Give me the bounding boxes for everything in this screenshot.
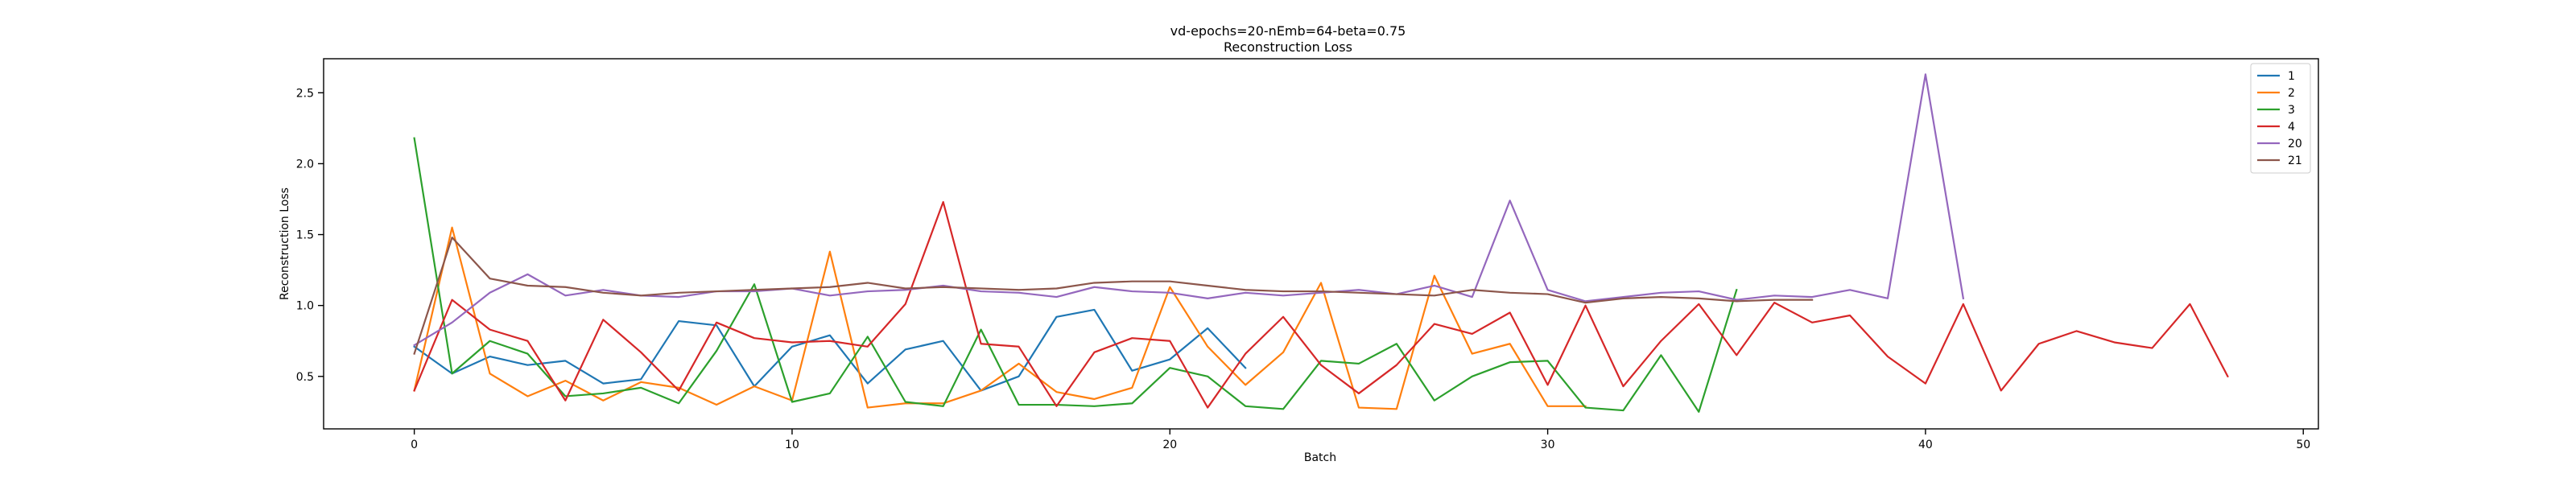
x-tick-label: 20 <box>1162 439 1177 451</box>
legend-label-3: 3 <box>2288 104 2295 117</box>
legend-label-20: 20 <box>2288 138 2302 150</box>
ticks: 0 10 20 30 40 50 0.5 1.0 1.5 2.0 2.5 <box>296 87 2310 451</box>
series-line-21 <box>413 236 1814 355</box>
legend: 1 2 3 4 20 21 <box>2250 63 2311 174</box>
x-axis-label: Batch <box>1304 451 1336 464</box>
legend-label-4: 4 <box>2288 121 2295 134</box>
x-tick-label: 0 <box>411 439 418 451</box>
series-line-20 <box>413 73 1965 347</box>
y-tick-label: 2.0 <box>296 158 314 171</box>
y-tick-label: 2.5 <box>296 87 314 100</box>
legend-label-21: 21 <box>2288 154 2302 167</box>
legend-label-2: 2 <box>2288 87 2295 100</box>
x-tick-label: 40 <box>1918 439 1933 451</box>
plot-area <box>324 59 2318 429</box>
y-tick-label: 0.5 <box>296 371 314 384</box>
y-tick-label: 1.0 <box>296 300 314 313</box>
series-lines <box>413 73 2229 413</box>
legend-box <box>2250 63 2311 174</box>
legend-label-1: 1 <box>2288 70 2295 83</box>
axes <box>323 58 2319 430</box>
plot-background <box>324 59 2318 429</box>
x-tick-label: 30 <box>1541 439 1555 451</box>
x-tick-label: 50 <box>2296 439 2310 451</box>
series-line-4 <box>413 200 2229 409</box>
y-axis-label: Reconstruction Loss <box>279 187 291 300</box>
y-tick-label: 1.5 <box>296 229 314 242</box>
series-line-1 <box>413 308 1247 392</box>
axes-frame <box>323 58 2319 430</box>
chart-title: vd-epochs=20-nEmb=64-beta=0.75 <box>1170 23 1406 39</box>
x-tick-label: 10 <box>785 439 799 451</box>
series-line-2 <box>413 226 1587 410</box>
chart-subtitle: Reconstruction Loss <box>1224 39 1352 55</box>
series-line-3 <box>413 137 1738 413</box>
